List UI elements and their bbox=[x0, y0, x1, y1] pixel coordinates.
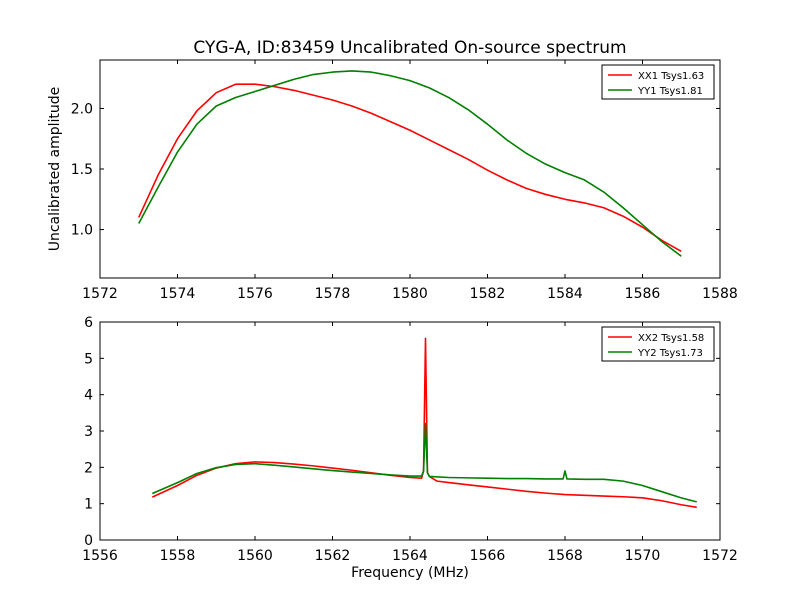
bottom-x-tick-label: 1570 bbox=[625, 548, 661, 564]
bottom-y-tick-label: 0 bbox=[84, 533, 93, 549]
top-x-tick-label: 1588 bbox=[702, 286, 738, 302]
bottom-y-tick-label: 4 bbox=[84, 388, 93, 404]
bottom-legend-box bbox=[601, 326, 715, 362]
bottom-y-tick-label: 5 bbox=[84, 351, 93, 367]
figure-title: CYG-A, ID:83459 Uncalibrated On-source s… bbox=[193, 38, 626, 58]
bottom-y-tick-label: 1 bbox=[84, 497, 93, 513]
top-spectrum-panel: 1572 1574 1576 1578 1580 1582 1584 1586 1588 1.0 1… bbox=[47, 59, 738, 302]
top-x-tick-label: 1576 bbox=[237, 286, 273, 302]
bottom-spectrum-panel: 1556 1558 1560 1562 1564 1566 1568 1570 1572 0 1 2 3… bbox=[82, 315, 738, 581]
bottom-series-line-yy bbox=[151, 422, 697, 503]
top-x-tick-label: 1582 bbox=[470, 286, 506, 302]
top-legend-box bbox=[601, 64, 715, 100]
bottom-x-tick-label: 1562 bbox=[315, 548, 351, 564]
bottom-series-line-xx bbox=[151, 337, 697, 509]
bottom-x-tick-label: 1564 bbox=[392, 548, 428, 564]
bottom-x-tick-label: 1566 bbox=[470, 548, 506, 564]
top-x-tick-label: 1586 bbox=[625, 286, 661, 302]
bottom-legend-label-yy: YY2 Tsys1.73 bbox=[637, 348, 703, 359]
bottom-legend-label-xx: XX2 Tsys1.58 bbox=[638, 333, 704, 344]
top-x-tick-label: 1574 bbox=[160, 286, 196, 302]
top-x-tick-label: 1584 bbox=[547, 286, 583, 302]
bottom-x-tick-label: 1572 bbox=[702, 548, 738, 564]
top-legend-label-yy: YY1 Tsys1.81 bbox=[637, 86, 703, 97]
bottom-x-axis-label: Frequency (MHz) bbox=[351, 565, 469, 581]
bottom-x-tick-label: 1558 bbox=[160, 548, 196, 564]
bottom-x-tick-label: 1568 bbox=[547, 548, 583, 564]
top-y-axis-label: Uncalibrated amplitude bbox=[47, 87, 63, 252]
top-x-tick-label: 1580 bbox=[392, 286, 428, 302]
top-y-tick-label: 1.0 bbox=[71, 223, 93, 239]
bottom-y-tick-label: 6 bbox=[84, 315, 93, 331]
top-series-line-xx bbox=[138, 83, 682, 253]
top-y-tick-label: 2.0 bbox=[71, 101, 93, 117]
top-y-tick-label: 1.5 bbox=[71, 162, 93, 178]
bottom-y-tick-label: 2 bbox=[84, 460, 93, 476]
top-x-tick-label: 1572 bbox=[82, 286, 118, 302]
top-series-line-yy bbox=[138, 70, 682, 257]
bottom-y-tick-label: 3 bbox=[84, 424, 93, 440]
top-legend-label-xx: XX1 Tsys1.63 bbox=[638, 71, 704, 82]
bottom-x-tick-label: 1556 bbox=[82, 548, 118, 564]
top-x-tick-label: 1578 bbox=[315, 286, 351, 302]
bottom-x-tick-label: 1560 bbox=[237, 548, 273, 564]
